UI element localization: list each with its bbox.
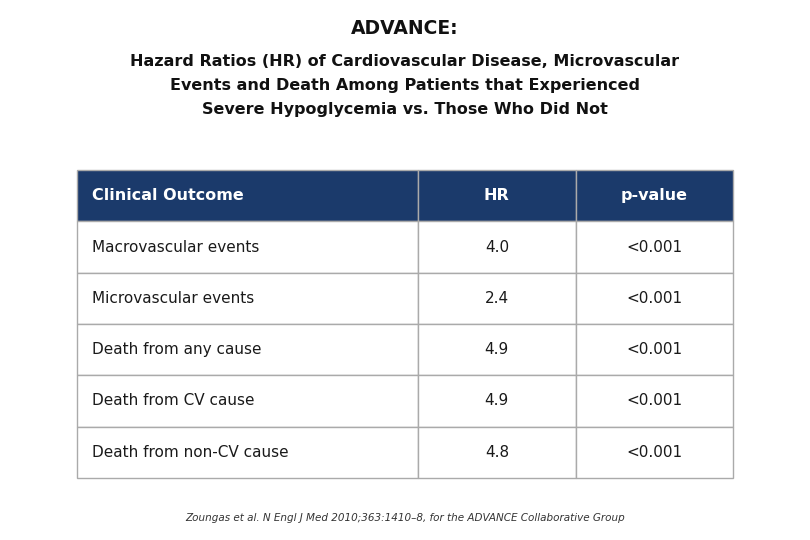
Text: Death from CV cause: Death from CV cause	[92, 394, 254, 408]
Text: 4.9: 4.9	[484, 342, 509, 357]
Text: Death from non-CV cause: Death from non-CV cause	[92, 445, 288, 460]
Text: 4.9: 4.9	[484, 394, 509, 408]
Text: Severe Hypoglycemia vs. Those Who Did Not: Severe Hypoglycemia vs. Those Who Did No…	[202, 102, 608, 117]
Text: <0.001: <0.001	[626, 394, 682, 408]
Text: Macrovascular events: Macrovascular events	[92, 240, 259, 254]
Text: Microvascular events: Microvascular events	[92, 291, 254, 306]
Text: <0.001: <0.001	[626, 291, 682, 306]
Text: <0.001: <0.001	[626, 342, 682, 357]
Text: Zoungas et al. N Engl J Med 2010;363:1410–8, for the ADVANCE Collaborative Group: Zoungas et al. N Engl J Med 2010;363:141…	[185, 512, 625, 523]
Text: HR: HR	[484, 188, 509, 203]
Text: Death from any cause: Death from any cause	[92, 342, 261, 357]
Text: Clinical Outcome: Clinical Outcome	[92, 188, 243, 203]
Text: Events and Death Among Patients that Experienced: Events and Death Among Patients that Exp…	[170, 78, 640, 93]
Text: ADVANCE:: ADVANCE:	[352, 19, 458, 38]
Text: <0.001: <0.001	[626, 240, 682, 254]
Text: 2.4: 2.4	[485, 291, 509, 306]
Text: <0.001: <0.001	[626, 445, 682, 460]
Text: 4.8: 4.8	[485, 445, 509, 460]
Text: 4.0: 4.0	[485, 240, 509, 254]
Text: Hazard Ratios (HR) of Cardiovascular Disease, Microvascular: Hazard Ratios (HR) of Cardiovascular Dis…	[130, 54, 680, 69]
Text: p-value: p-value	[620, 188, 688, 203]
